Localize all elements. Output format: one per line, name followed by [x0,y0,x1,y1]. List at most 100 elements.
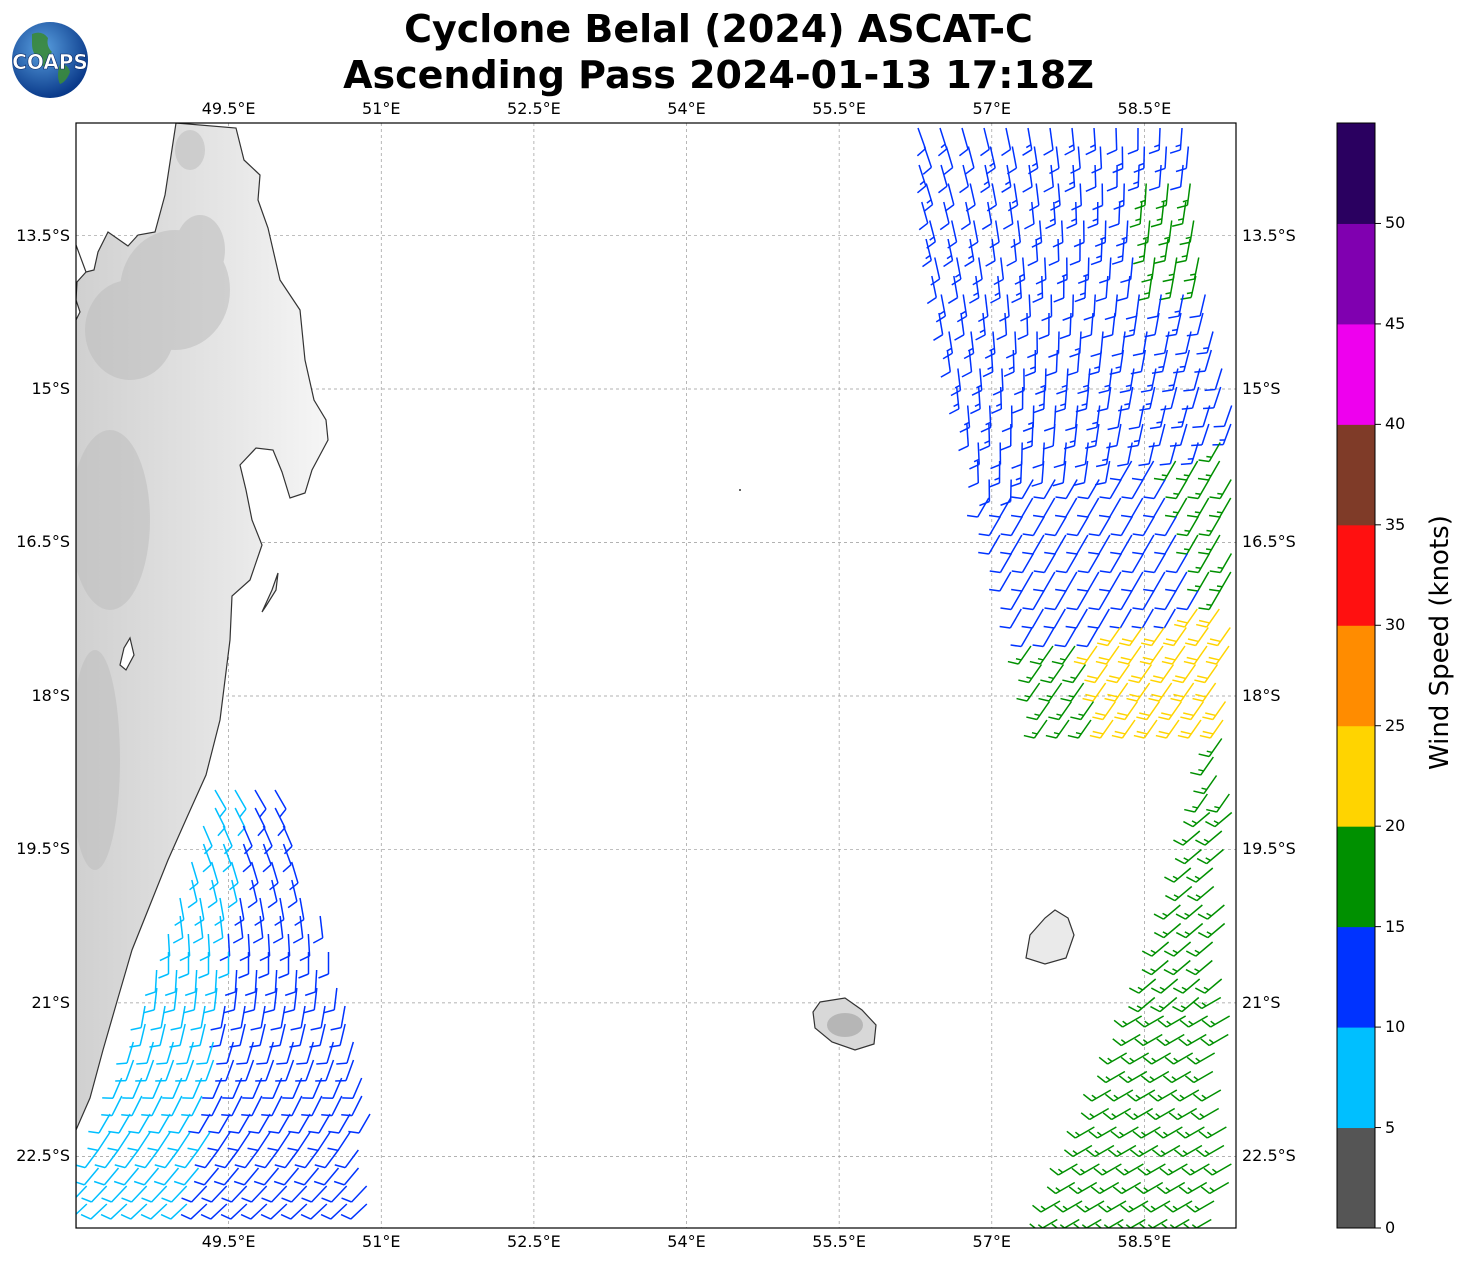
wind-barb [1095,442,1111,468]
wind-barb [1095,645,1120,665]
wind-barb [1106,664,1131,684]
wind-barb [1143,479,1166,500]
wind-barb [1197,904,1225,920]
wind-barb [321,1095,343,1117]
wind-barb [1077,479,1100,500]
wind-barb [1085,164,1097,192]
wind-barb [221,1185,248,1203]
wind-barb [1069,238,1081,266]
wind-barb [207,1131,231,1152]
wind-barb [1180,701,1205,721]
wind-barb [968,460,980,488]
wind-barb [1139,645,1164,665]
wind-barb [1087,608,1110,629]
wind-barb [87,1131,111,1152]
coaps-globe-logo-icon: COAPS [12,22,88,98]
wind-barb [1052,460,1067,487]
wind-barb [1176,590,1199,611]
wind-barb [1094,220,1107,247]
wind-barb [1066,516,1089,537]
wind-barb [1109,460,1133,481]
wind-barb [308,1113,331,1134]
wind-barb [1108,201,1121,229]
wind-barb [1001,164,1012,193]
wind-barb [1054,386,1068,413]
wind-barb [1067,349,1081,376]
wind-barb [1156,1181,1186,1195]
wind-barb [1175,460,1199,481]
left-lat-tick: 19.5°S [16,839,70,859]
wind-barb [1049,1163,1078,1176]
wind-barb [1110,590,1133,611]
wind-barb [989,571,1012,592]
wind-barb [1112,1033,1141,1047]
wind-barb [996,312,1008,341]
wind-barb [1124,1107,1154,1121]
wind-barb [174,897,185,926]
wind-barb [284,969,298,997]
wind-barb [1011,553,1035,574]
wind-barb [1206,793,1230,813]
wind-barb [129,1023,146,1048]
wind-barb [978,534,1001,555]
wind-barb [1086,405,1101,431]
wind-barb [1189,294,1206,319]
wind-barb [140,1203,168,1220]
wind-barb [236,1041,255,1065]
wind-barb [1088,1126,1117,1139]
wind-barb [979,423,991,451]
wind-barb [1157,1015,1187,1028]
wind-barb [1084,664,1109,684]
wind-barb [1102,1107,1132,1121]
wind-barb [999,294,1010,322]
right-lat-tick: 18°S [1242,685,1281,705]
wind-barb [1175,922,1204,939]
left-lat-tick: 21°S [31,992,70,1012]
wind-barb [1082,1089,1112,1102]
wind-barb [1093,1163,1122,1176]
right-lat-tick: 21°S [1242,992,1281,1012]
wind-barb [1120,1052,1150,1065]
wind-barb [164,969,178,997]
wind-barb [301,1185,328,1203]
wind-barb [161,1095,183,1117]
wind-barb [1153,922,1182,939]
bottom-lon-tick: 52.5°E [507,1232,561,1251]
wind-barb [1180,442,1199,466]
wind-barb [1070,701,1095,721]
wind-barb [188,1113,211,1134]
wind-barb [228,1113,251,1134]
wind-barb [230,1005,246,1031]
wind-barb [1187,479,1210,500]
wind-barb [328,1113,351,1134]
right-lat-tick: 22.5°S [1242,1146,1296,1166]
wind-barb [113,1167,140,1186]
wind-barb [1107,1144,1137,1158]
wind-barb [1044,516,1067,537]
wind-barb [1077,368,1091,395]
lake-alaotra [119,636,135,671]
wind-barb [1069,331,1082,358]
wind-barb [1088,349,1103,376]
wind-barb [287,1131,311,1152]
wind-barb [121,1095,143,1117]
wind-barb [1101,312,1116,339]
wind-barb [320,1203,348,1220]
wind-barb [1132,1126,1161,1139]
wind-barb [961,349,973,378]
wind-barb [273,1167,300,1186]
wind-barb [1059,312,1072,340]
wind-barb [1033,553,1057,574]
wind-barb [1110,534,1133,555]
wind-barb [1031,460,1045,487]
wind-barb [1065,608,1088,629]
wind-barb [1200,1181,1230,1195]
wind-barb [1115,1163,1144,1176]
wind-barb [238,952,250,979]
wind-barb [289,1023,306,1048]
wind-barb [1116,275,1131,302]
wind-barb [187,1131,211,1152]
wind-barb [981,201,993,230]
wind-barb [253,1167,280,1186]
wind-barb [1054,627,1077,648]
